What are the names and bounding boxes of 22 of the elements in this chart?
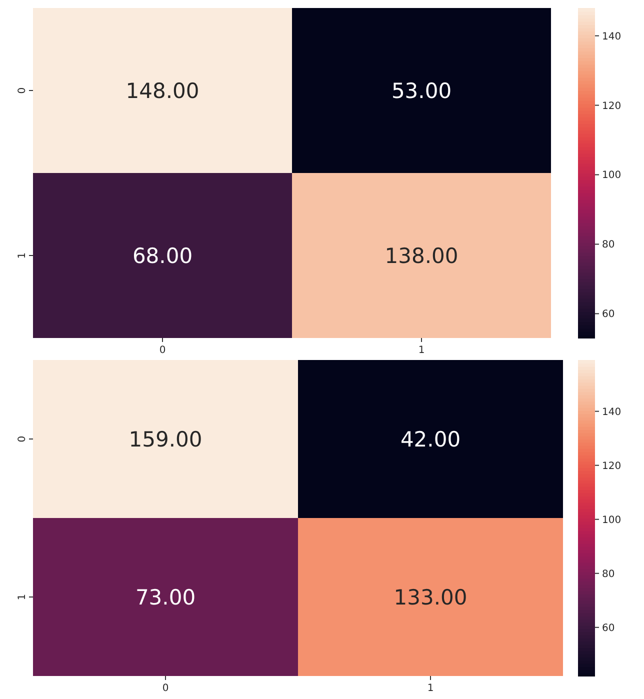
y-tick-label: 1 xyxy=(17,594,28,600)
data-label: 133.00 xyxy=(394,585,468,610)
color-bar-label: 80 xyxy=(602,240,615,251)
color-bar-label: 140 xyxy=(602,31,622,42)
color-bar-label: 60 xyxy=(602,309,615,320)
color-bar-label: 80 xyxy=(602,568,615,580)
color-bar-label: 120 xyxy=(602,460,622,472)
color-bar-label: 100 xyxy=(602,514,622,526)
data-label: 138.00 xyxy=(384,244,458,268)
y-tick-label: 0 xyxy=(17,87,28,94)
y-tick-label: 0 xyxy=(17,436,28,442)
y-tick-label: 1 xyxy=(17,252,28,259)
data-label: 159.00 xyxy=(128,427,202,452)
color-bar-label: 60 xyxy=(602,622,615,634)
data-label: 73.00 xyxy=(135,585,196,610)
data-label: 42.00 xyxy=(400,427,461,452)
color-bar-label: 100 xyxy=(602,170,622,182)
data-label: 53.00 xyxy=(391,78,452,103)
data-label: 68.00 xyxy=(132,244,193,268)
color-bar-label: 120 xyxy=(602,100,622,112)
data-label: 148.00 xyxy=(126,78,200,103)
color-bar-label: 140 xyxy=(602,406,622,418)
